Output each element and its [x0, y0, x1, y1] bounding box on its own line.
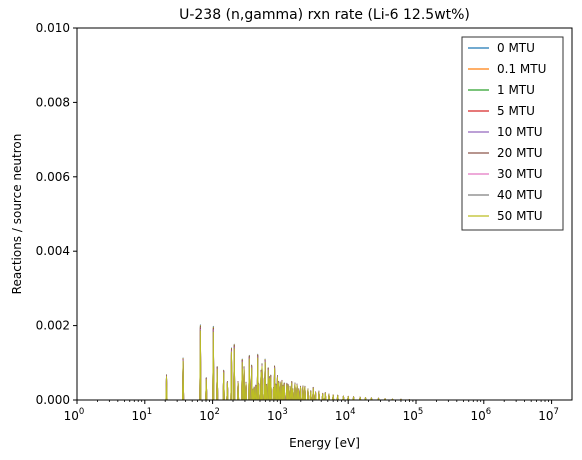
x-tick-base: 10 — [470, 409, 485, 423]
legend-label: 20 MTU — [497, 146, 543, 160]
x-tick-label: 107 — [538, 407, 559, 423]
plot-frame — [76, 27, 573, 401]
x-tick-exponent: 0 — [79, 407, 84, 417]
x-tick-label: 104 — [335, 407, 356, 423]
x-tick-base: 10 — [199, 409, 214, 423]
legend: 0 MTU 0.1 MTU 1 MTU 5 MTU 10 MTU 20 MTU 30 MTU… — [461, 36, 564, 231]
legend-label: 5 MTU — [497, 104, 535, 118]
x-tick-exponent: 5 — [418, 407, 423, 417]
x-tick-base: 10 — [403, 409, 418, 423]
y-tick-label: 0.004 — [36, 244, 70, 258]
series-layer — [77, 324, 572, 401]
legend-label: 0 MTU — [497, 41, 535, 55]
x-tick-label: 106 — [470, 407, 491, 423]
x-tick-exponent: 2 — [215, 407, 220, 417]
x-tick-label: 101 — [131, 407, 152, 423]
y-axis-label: Reactions / source neutron — [10, 134, 24, 295]
x-tick-base: 10 — [538, 409, 553, 423]
x-axis-label: Energy [eV] — [289, 436, 360, 450]
x-tick-base: 10 — [64, 409, 79, 423]
x-tick-label: 100 — [64, 407, 85, 423]
x-tick-label: 105 — [403, 407, 424, 423]
x-axis: 100 101 102 103 104 105 106 107 — [64, 400, 559, 423]
y-tick-label: 0.002 — [36, 319, 70, 333]
x-tick-label: 103 — [267, 407, 288, 423]
x-tick-base: 10 — [335, 409, 350, 423]
legend-label: 10 MTU — [497, 125, 543, 139]
legend-label: 50 MTU — [497, 209, 543, 223]
legend-label: 40 MTU — [497, 188, 543, 202]
x-tick-exponent: 7 — [554, 407, 559, 417]
x-tick-label: 102 — [199, 407, 220, 423]
y-tick-label: 0.008 — [36, 95, 70, 109]
y-axis: 0.000 0.002 0.004 0.006 0.008 0.010 — [36, 21, 77, 407]
x-tick-base: 10 — [131, 409, 146, 423]
x-tick-exponent: 4 — [350, 407, 355, 417]
y-tick-label: 0.010 — [36, 21, 70, 35]
legend-label: 0.1 MTU — [497, 62, 546, 76]
x-tick-exponent: 3 — [282, 407, 287, 417]
series-line — [77, 330, 572, 401]
x-tick-exponent: 6 — [486, 407, 491, 417]
x-tick-base: 10 — [267, 409, 282, 423]
y-tick-label: 0.000 — [36, 393, 70, 407]
y-tick-label: 0.006 — [36, 170, 70, 184]
x-tick-exponent: 1 — [147, 407, 152, 417]
legend-label: 1 MTU — [497, 83, 535, 97]
legend-label: 30 MTU — [497, 167, 543, 181]
chart-title: U-238 (n,gamma) rxn rate (Li-6 12.5wt%) — [179, 7, 470, 23]
